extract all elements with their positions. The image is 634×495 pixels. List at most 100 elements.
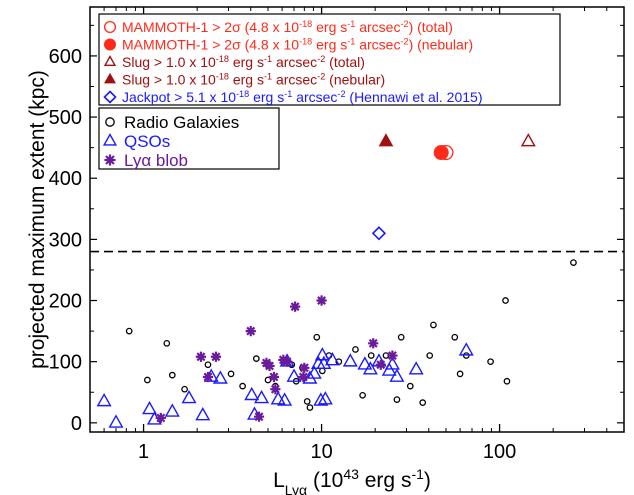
data-point xyxy=(244,386,260,401)
data-point xyxy=(487,358,494,366)
series-mammoth-1-2-nebular- xyxy=(433,145,449,161)
data-point xyxy=(406,382,414,390)
legend-label: Lyα blob xyxy=(124,151,188,170)
legend-label: MAMMOTH-1 > 2σ (4.8 x 10-18 erg s-1 arcs… xyxy=(122,37,473,53)
data-point xyxy=(389,368,405,382)
data-point xyxy=(270,384,281,395)
data-point xyxy=(96,392,112,407)
y-tick-label: 200 xyxy=(49,291,82,313)
data-point xyxy=(359,391,366,399)
legend-upper-entry: Slug > 1.0 x 10-18 erg s-1 arcsec-2 (neb… xyxy=(104,72,385,88)
plot-frame xyxy=(89,6,625,433)
data-point xyxy=(426,352,434,359)
data-point xyxy=(342,353,358,367)
data-point xyxy=(144,376,151,384)
data-point xyxy=(419,399,427,406)
data-point xyxy=(247,406,263,420)
legend-label: Radio Galaxies xyxy=(124,113,239,132)
series-qsos xyxy=(96,342,474,428)
legend-upper-frame xyxy=(98,13,561,106)
data-point xyxy=(384,356,400,370)
data-points xyxy=(96,133,577,428)
legend-upper-entry: MAMMOTH-1 > 2σ (4.8 x 10-18 erg s-1 arcs… xyxy=(104,37,473,53)
data-point xyxy=(163,339,171,347)
data-point xyxy=(520,133,536,147)
legend-marker xyxy=(103,20,117,34)
y-tick-label: 0 xyxy=(71,413,82,435)
data-point xyxy=(433,145,449,161)
data-point xyxy=(430,321,437,329)
data-point xyxy=(212,370,228,384)
data-point xyxy=(181,389,197,404)
data-point xyxy=(570,259,577,266)
legend-label: Slug > 1.0 x 10-18 erg s-1 arcsec-2 (neb… xyxy=(122,72,385,88)
legend-upper: MAMMOTH-1 > 2σ (4.8 x 10-18 erg s-1 arcs… xyxy=(98,13,561,106)
data-point xyxy=(281,356,293,367)
data-point xyxy=(252,355,260,362)
legend-label: Slug > 1.0 x 10-18 erg s-1 arcsec-2 (tot… xyxy=(122,54,365,70)
axis-ticks: 0 100 200 300 400 500 600 1 10 100 xyxy=(49,7,625,463)
data-point xyxy=(108,414,124,428)
data-point xyxy=(277,392,293,406)
legend-marker xyxy=(105,117,115,127)
data-point xyxy=(375,359,386,370)
data-point xyxy=(456,370,464,378)
data-point xyxy=(264,360,275,372)
data-point xyxy=(371,226,387,241)
legend-marker xyxy=(103,90,117,104)
legend-label: MAMMOTH-1 > 2σ (4.8 x 10-18 erg s-1 arcs… xyxy=(122,19,453,35)
data-point xyxy=(181,385,188,393)
data-point xyxy=(503,377,511,385)
legend-marker xyxy=(104,72,116,84)
data-point xyxy=(227,370,235,378)
data-point xyxy=(290,301,301,312)
data-point xyxy=(245,326,256,337)
legend-marker xyxy=(104,38,116,51)
y-tick-label: 400 xyxy=(49,168,82,190)
data-point xyxy=(164,403,180,417)
y-tick-label: 300 xyxy=(49,229,82,251)
series-radio-galaxies xyxy=(125,259,577,411)
data-point xyxy=(357,356,373,370)
legend-label: Jackpot > 5.1 x 10-18 erg s-1 arcsec-2 (… xyxy=(122,89,482,105)
y-tick-label: 100 xyxy=(49,352,82,374)
data-point xyxy=(202,371,214,383)
legend-lower-entry: Lyα blob xyxy=(104,151,188,170)
data-point xyxy=(397,333,405,341)
data-point xyxy=(362,361,378,375)
axis-labels: projected maximum extent (kpc) LLyα (1043… xyxy=(26,70,431,495)
data-point xyxy=(286,368,302,382)
data-point xyxy=(367,352,375,359)
data-point xyxy=(278,354,289,365)
data-point xyxy=(393,396,401,403)
data-point xyxy=(306,404,314,411)
data-point xyxy=(125,327,133,335)
data-point xyxy=(298,371,309,383)
plot-area xyxy=(89,6,625,433)
series-slug-total- xyxy=(520,133,536,147)
data-point xyxy=(316,295,327,306)
data-point xyxy=(254,389,270,404)
data-point xyxy=(502,297,509,304)
legend-upper-entry: Jackpot > 5.1 x 10-18 erg s-1 arcsec-2 (… xyxy=(103,89,482,105)
legend-upper-entry: MAMMOTH-1 > 2σ (4.8 x 10-18 erg s-1 arcs… xyxy=(103,19,453,35)
x-tick-label: 10 xyxy=(310,441,332,463)
data-point xyxy=(387,350,398,361)
data-point xyxy=(352,346,359,353)
x-axis-label: LLyα (1043 erg s-1) xyxy=(273,466,431,495)
data-point xyxy=(306,365,322,379)
data-point xyxy=(324,352,340,366)
data-point xyxy=(451,333,459,341)
data-point xyxy=(408,361,424,375)
data-point xyxy=(299,362,310,373)
data-point xyxy=(210,351,222,362)
data-point xyxy=(253,411,265,422)
y-axis-label: projected maximum extent (kpc) xyxy=(26,70,49,369)
data-point xyxy=(142,400,158,415)
data-point xyxy=(268,371,280,383)
data-point xyxy=(195,351,207,362)
data-point xyxy=(368,338,379,349)
legend-marker xyxy=(103,55,117,67)
y-tick-label: 500 xyxy=(49,107,82,129)
